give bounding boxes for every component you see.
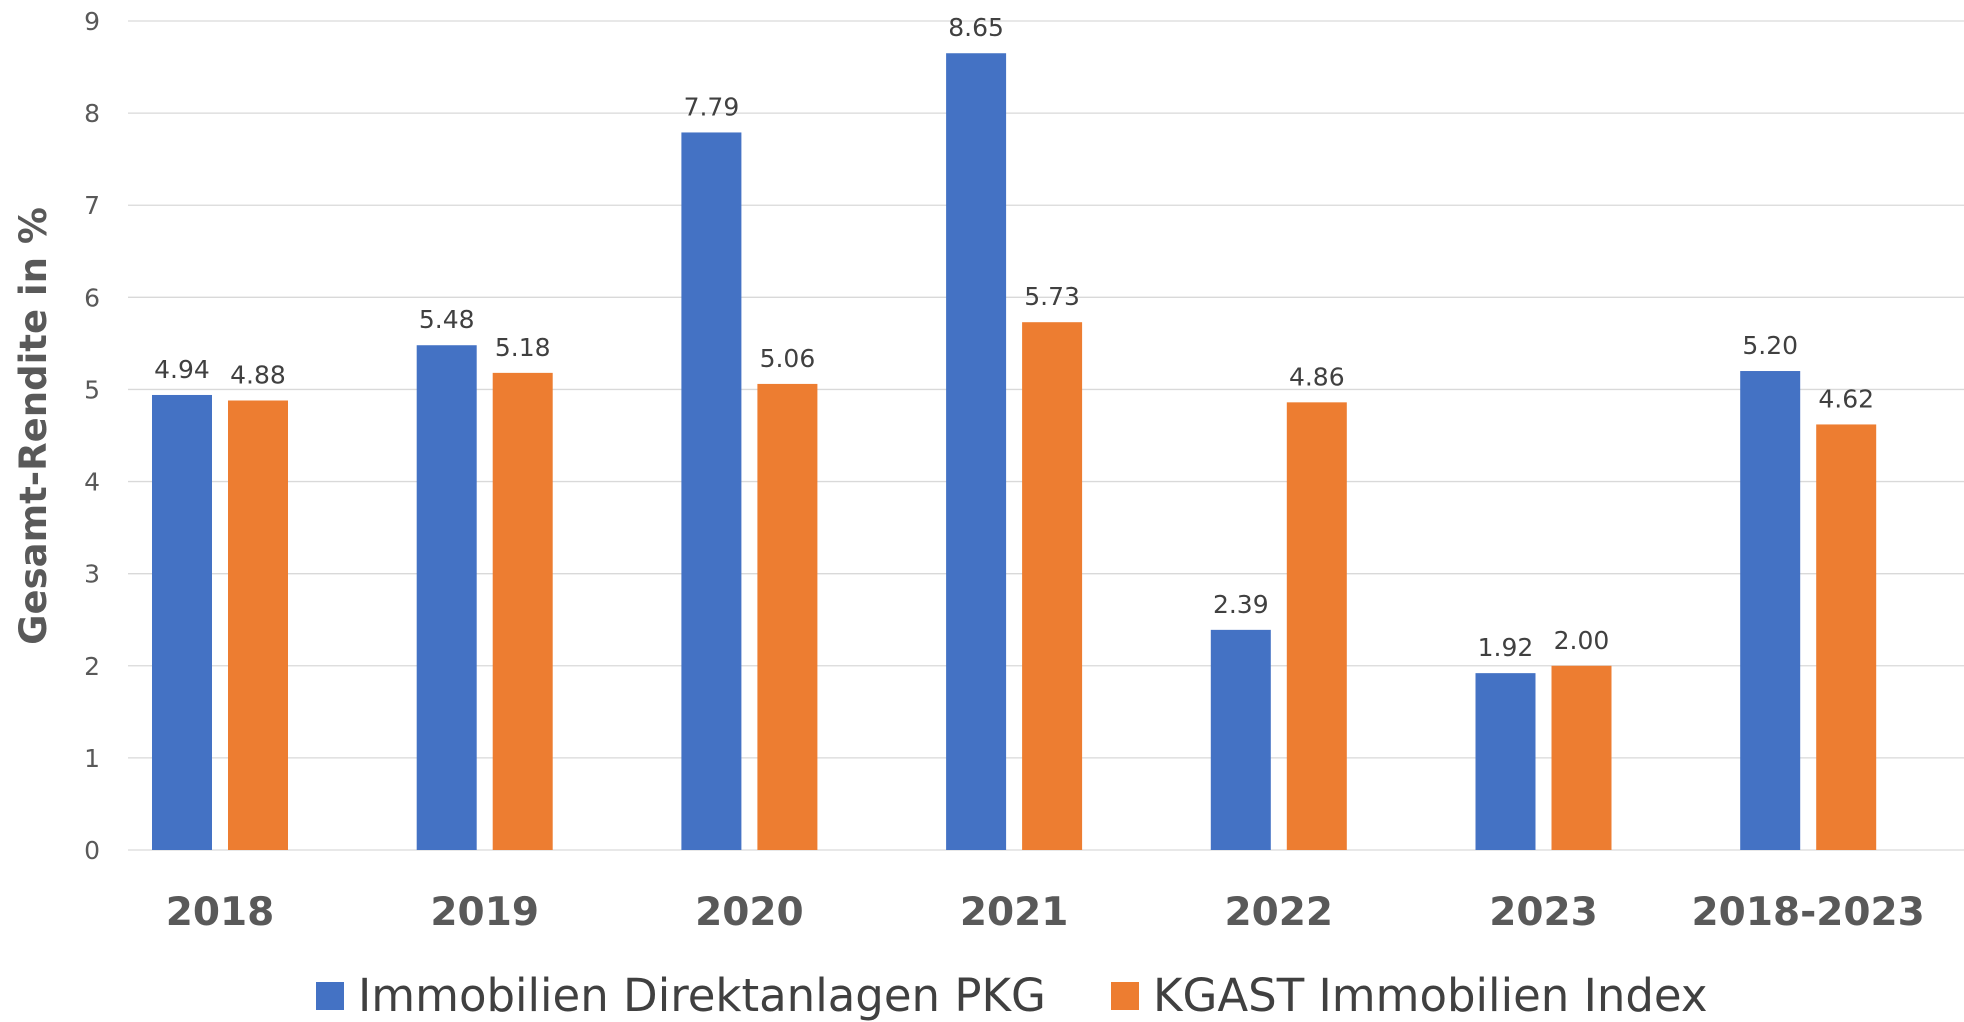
data-label: 1.92 <box>1478 633 1534 662</box>
y-tick-label: 1 <box>84 744 100 773</box>
bar-kgast <box>757 383 818 850</box>
data-label: 4.62 <box>1818 384 1874 413</box>
y-tick-label: 0 <box>84 836 100 865</box>
bar-kgast <box>228 400 288 850</box>
legend-swatch <box>316 982 344 1010</box>
bar-pkg <box>152 394 212 850</box>
x-category-label: 2021 <box>960 890 1069 935</box>
data-label: 8.65 <box>948 13 1004 42</box>
x-category-label: 2018-2023 <box>1692 890 1925 935</box>
legend-label: Immobilien Direktanlagen PKG <box>358 969 1046 1022</box>
y-tick-label: 7 <box>84 191 100 220</box>
legend-swatch <box>1111 982 1139 1010</box>
data-label: 2.00 <box>1554 626 1610 655</box>
x-category-label: 2022 <box>1225 890 1334 935</box>
bar-pkg <box>1210 629 1271 850</box>
data-label: 2.39 <box>1213 590 1269 619</box>
bar-kgast <box>1816 424 1877 850</box>
y-tick-label: 3 <box>84 560 100 589</box>
bar-kgast <box>492 372 553 850</box>
data-label: 4.88 <box>230 360 286 389</box>
bar-kgast <box>1022 322 1083 850</box>
y-tick-label: 4 <box>84 468 100 497</box>
legend-label: KGAST Immobilien Index <box>1153 969 1707 1022</box>
bar-pkg <box>416 345 477 850</box>
y-tick-label: 9 <box>84 7 100 36</box>
bar-kgast <box>1551 665 1612 850</box>
data-label: 5.06 <box>760 344 816 373</box>
bar-pkg <box>946 53 1007 850</box>
bar-kgast <box>1286 402 1347 850</box>
x-axis-categories: 2018 2019 2020 2021 2022 2023 2018-2023 <box>166 890 1925 935</box>
data-label: 5.18 <box>495 333 551 362</box>
legend: Immobilien Direktanlagen PKG KGAST Immobi… <box>316 969 1707 1022</box>
data-labels: 4.94 4.88 5.48 5.18 7.79 5.06 8.65 5.73 2.39 4.86… <box>154 13 1874 662</box>
x-category-label: 2023 <box>1489 890 1598 935</box>
y-axis-title: Gesamt-Rendite in % <box>12 207 55 645</box>
x-category-label: 2020 <box>695 890 804 935</box>
bar-pkg <box>681 132 742 850</box>
data-label: 4.94 <box>154 355 210 384</box>
y-tick-label: 8 <box>84 99 100 128</box>
y-tick-label: 6 <box>84 283 100 312</box>
y-tick-label: 5 <box>84 375 100 404</box>
data-label: 5.73 <box>1024 282 1080 311</box>
data-label: 5.48 <box>419 305 475 334</box>
bar-pkg <box>1475 673 1536 850</box>
data-label: 5.20 <box>1742 331 1798 360</box>
bar-pkg <box>1740 371 1801 850</box>
data-label: 7.79 <box>684 92 740 121</box>
y-tick-label: 2 <box>84 652 100 681</box>
y-axis-ticks: 0 1 2 3 4 5 6 7 8 9 <box>84 7 100 865</box>
x-category-label: 2019 <box>430 890 539 935</box>
bars <box>152 53 1877 850</box>
data-label: 4.86 <box>1289 362 1345 391</box>
x-category-label: 2018 <box>166 890 275 935</box>
